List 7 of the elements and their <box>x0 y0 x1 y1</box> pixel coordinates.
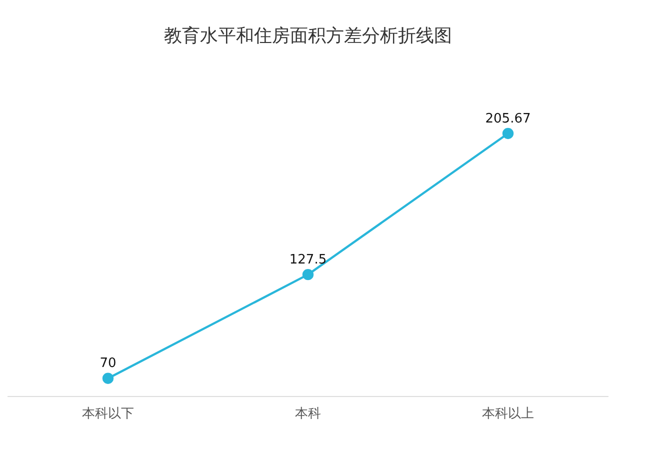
x-tick-label: 本科以下 <box>82 406 134 422</box>
chart-title: 教育水平和住房面积方差分析折线图 <box>164 25 452 46</box>
x-tick-label: 本科以上 <box>482 406 534 422</box>
x-tick-label: 本科 <box>295 406 321 422</box>
data-label: 205.67 <box>485 111 531 126</box>
data-label: 70 <box>100 356 116 372</box>
data-label: 127.5 <box>289 252 327 268</box>
